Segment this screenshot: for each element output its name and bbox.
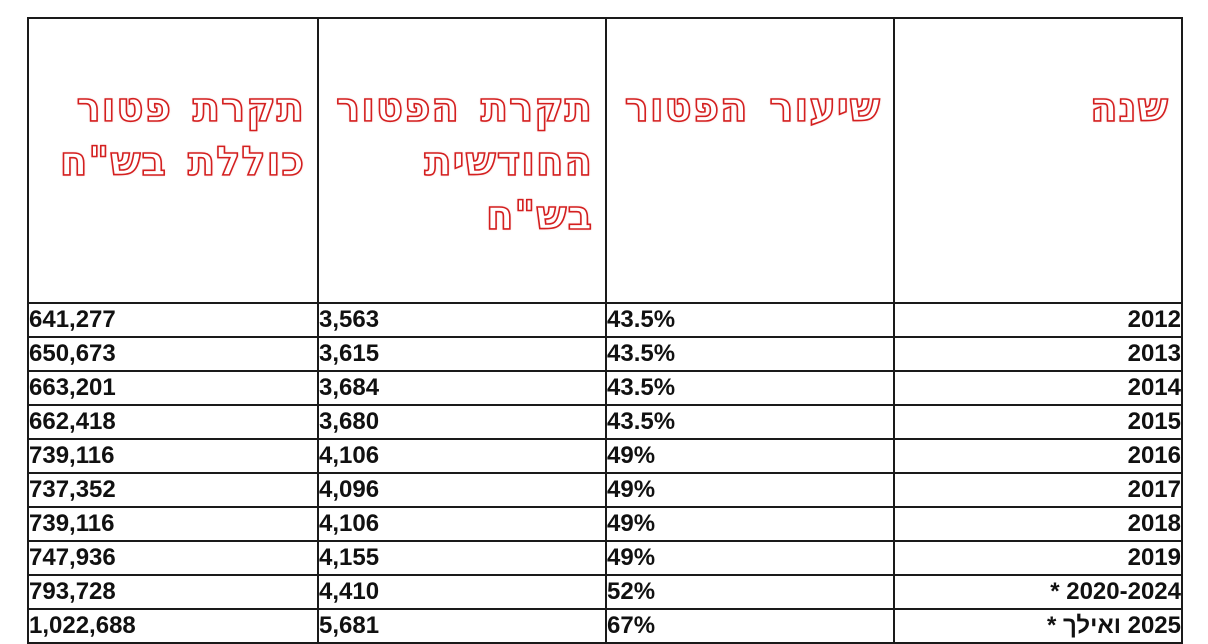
- monthly-ceiling-cell: 3,680: [317, 404, 607, 440]
- year-cell: 2019: [893, 540, 1183, 576]
- exemption-rate-cell: 43.5%: [605, 302, 895, 338]
- header-monthly-ceiling: תקרת הפטור החודשית בש"ח: [317, 17, 607, 304]
- total-ceiling-cell: 737,352: [27, 472, 319, 508]
- table-row: 2016 49% 4,106 739,116: [27, 438, 1183, 474]
- monthly-ceiling-cell: 3,563: [317, 302, 607, 338]
- header-total-ceiling: תקרת פטור כוללת בש"ח: [27, 17, 319, 304]
- total-ceiling-cell: 747,936: [27, 540, 319, 576]
- header-row: שנה שיעור הפטור תקרת הפטור החודשית בש"ח …: [27, 17, 1183, 304]
- year-cell: 2025 ואילך *: [893, 608, 1183, 644]
- monthly-ceiling-cell: 4,096: [317, 472, 607, 508]
- total-ceiling-cell: 793,728: [27, 574, 319, 610]
- exemption-rate-cell: 49%: [605, 472, 895, 508]
- exemption-rate-cell: 52%: [605, 574, 895, 610]
- monthly-ceiling-cell: 3,684: [317, 370, 607, 406]
- year-cell: 2013: [893, 336, 1183, 372]
- year-cell: 2017: [893, 472, 1183, 508]
- table-row: 2015 43.5% 3,680 662,418: [27, 404, 1183, 440]
- total-ceiling-cell: 641,277: [27, 302, 319, 338]
- total-ceiling-cell: 739,116: [27, 506, 319, 542]
- table-row: 2014 43.5% 3,684 663,201: [27, 370, 1183, 406]
- table-row: 2025 ואילך * 67% 5,681 1,022,688: [27, 608, 1183, 644]
- exemption-rate-cell: 49%: [605, 540, 895, 576]
- total-ceiling-cell: 662,418: [27, 404, 319, 440]
- table-row: 2019 49% 4,155 747,936: [27, 540, 1183, 576]
- monthly-ceiling-cell: 4,410: [317, 574, 607, 610]
- exemption-rate-cell: 49%: [605, 506, 895, 542]
- monthly-ceiling-cell: 5,681: [317, 608, 607, 644]
- monthly-ceiling-cell: 3,615: [317, 336, 607, 372]
- table-row: 2017 49% 4,096 737,352: [27, 472, 1183, 508]
- exemption-table: שנה שיעור הפטור תקרת הפטור החודשית בש"ח …: [27, 17, 1183, 644]
- total-ceiling-cell: 650,673: [27, 336, 319, 372]
- year-cell: 2015: [893, 404, 1183, 440]
- year-cell: 2014: [893, 370, 1183, 406]
- year-cell: 2012: [893, 302, 1183, 338]
- table-row: 2013 43.5% 3,615 650,673: [27, 336, 1183, 372]
- exemption-rate-cell: 43.5%: [605, 404, 895, 440]
- exemption-rate-cell: 49%: [605, 438, 895, 474]
- exemption-rate-cell: 43.5%: [605, 370, 895, 406]
- year-cell: 2018: [893, 506, 1183, 542]
- header-exemption-rate: שיעור הפטור: [605, 17, 895, 304]
- header-year: שנה: [893, 17, 1183, 304]
- year-cell: 2020-2024 *: [893, 574, 1183, 610]
- table-row: 2018 49% 4,106 739,116: [27, 506, 1183, 542]
- total-ceiling-cell: 663,201: [27, 370, 319, 406]
- exemption-rate-cell: 43.5%: [605, 336, 895, 372]
- table-row: 2020-2024 * 52% 4,410 793,728: [27, 574, 1183, 610]
- total-ceiling-cell: 739,116: [27, 438, 319, 474]
- monthly-ceiling-cell: 4,106: [317, 438, 607, 474]
- year-cell: 2016: [893, 438, 1183, 474]
- monthly-ceiling-cell: 4,106: [317, 506, 607, 542]
- exemption-rate-cell: 67%: [605, 608, 895, 644]
- table-row: 2012 43.5% 3,563 641,277: [27, 302, 1183, 338]
- monthly-ceiling-cell: 4,155: [317, 540, 607, 576]
- total-ceiling-cell: 1,022,688: [27, 608, 319, 644]
- table-body: 2012 43.5% 3,563 641,277 2013 43.5% 3,615 650,6…: [27, 302, 1183, 644]
